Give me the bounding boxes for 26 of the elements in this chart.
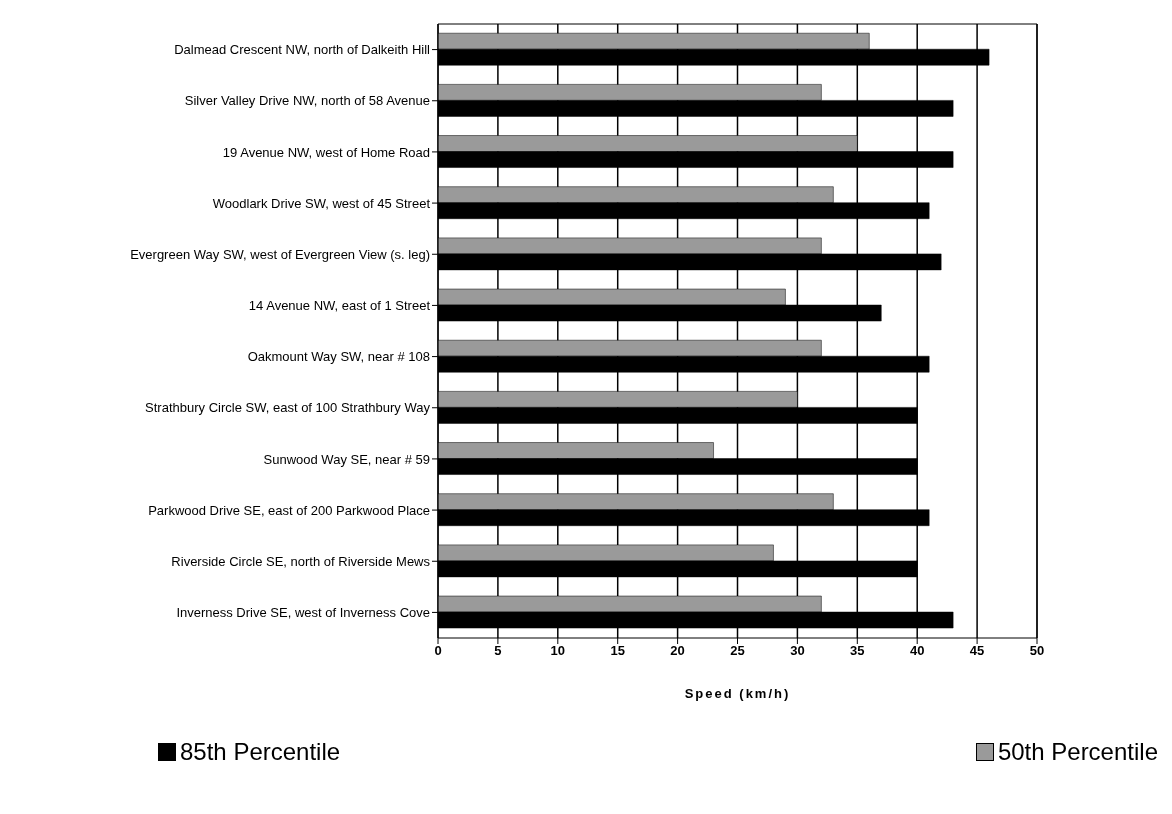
x-tick-label: 5 xyxy=(494,643,502,659)
y-tick-label: Oakmount Way SW, near # 108 xyxy=(247,349,430,365)
x-tick-label: 25 xyxy=(730,643,745,659)
y-tick-label: Silver Valley Drive NW, north of 58 Avenue xyxy=(184,93,430,109)
y-tick-label: 19 Avenue NW, west of Home Road xyxy=(222,144,430,160)
y-tick-label: Strathbury Circle SW, east of 100 Strathbury Way xyxy=(145,400,431,416)
y-tick-label: Inverness Drive SE, west of Inverness Cove xyxy=(176,605,430,621)
x-tick-label: 0 xyxy=(434,643,442,659)
y-tick-label: Sunwood Way SE, near # 59 xyxy=(263,451,430,467)
x-tick-label: 10 xyxy=(550,643,566,659)
y-tick-label: Evergreen Way SW, west of Evergreen View (s. leg) xyxy=(130,246,430,262)
x-tick-label: 15 xyxy=(610,643,625,659)
x-tick-label: 35 xyxy=(850,643,865,659)
y-tick-label: Woodlark Drive SW, west of 45 Street xyxy=(212,195,431,211)
x-axis-title: Speed (km/h) xyxy=(684,686,791,701)
x-tick-label: 45 xyxy=(969,643,985,659)
x-tick-label: 40 xyxy=(909,643,925,659)
legend-label: 85th Percentile xyxy=(179,738,341,766)
x-tick-label: 20 xyxy=(670,643,685,659)
x-tick-label: 50 xyxy=(1029,643,1045,659)
y-tick-label: Parkwood Drive SE, east of 200 Parkwood Place xyxy=(148,502,430,518)
y-tick-label: 14 Avenue NW, east of 1 Street xyxy=(248,298,431,314)
y-tick-label: Dalmead Crescent NW, north of Dalkeith Hill xyxy=(174,42,431,58)
x-tick-label: 30 xyxy=(790,643,805,659)
y-tick-label: Riverside Circle SE, north of Riverside Mews xyxy=(171,553,431,569)
legend-label: 50th Percentile xyxy=(996,738,1158,766)
